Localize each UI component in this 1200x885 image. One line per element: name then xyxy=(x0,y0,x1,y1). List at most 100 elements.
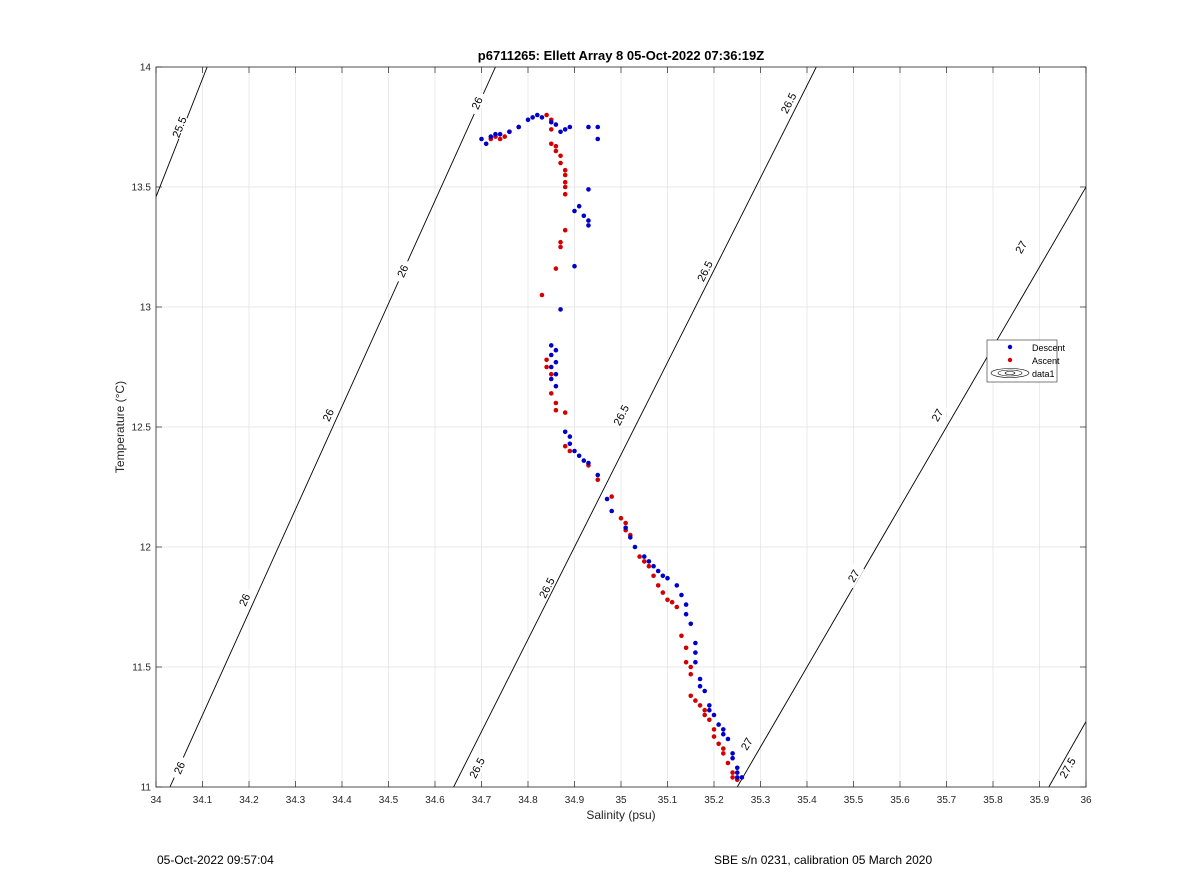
descent-point xyxy=(572,208,577,214)
x-tick-label: 34.9 xyxy=(565,795,585,806)
ascent-point xyxy=(497,136,503,142)
ascent-point xyxy=(665,597,670,603)
contour-label-bg xyxy=(610,402,632,428)
descent-point xyxy=(548,376,554,382)
x-tick-label: 35 xyxy=(615,795,627,806)
descent-point xyxy=(688,621,694,627)
chart-title: p6711265: Ellett Array 8 05-Oct-2022 07:… xyxy=(478,48,764,63)
ascent-point xyxy=(562,172,568,178)
descent-point xyxy=(730,755,735,761)
descent-point xyxy=(683,602,689,607)
descent-point xyxy=(665,575,670,581)
x-tick-label: 34.4 xyxy=(332,795,352,806)
contour-line-27 xyxy=(736,186,1086,787)
contour-label: 26 xyxy=(395,263,411,279)
contour-label-bg xyxy=(842,563,865,589)
descent-point xyxy=(553,122,559,127)
legend-contour-icon xyxy=(990,368,1030,378)
descent-point xyxy=(576,453,582,459)
descent-point xyxy=(548,119,554,125)
ascent-point xyxy=(562,184,568,190)
contour-label: 25.5 xyxy=(171,115,190,139)
contour-label-bg xyxy=(926,402,948,428)
descent-point xyxy=(609,508,614,514)
descent-point xyxy=(507,129,512,135)
ascent-point xyxy=(544,357,549,363)
ascent-point xyxy=(553,266,559,271)
ascent-point xyxy=(558,239,563,245)
x-tick-label: 35.4 xyxy=(797,795,817,806)
ascent-point xyxy=(730,770,735,775)
descent-point xyxy=(693,640,698,646)
ascent-point xyxy=(562,410,568,415)
legend-ascent-label: Ascent xyxy=(1032,356,1060,366)
y-axis-label: Temperature (°C) xyxy=(113,381,127,473)
ascent-point xyxy=(697,703,703,708)
descent-point xyxy=(535,112,540,118)
descent-point xyxy=(586,460,591,466)
descent-point xyxy=(572,263,577,269)
ascent-point xyxy=(721,746,726,751)
descent-point xyxy=(595,136,601,142)
descent-point xyxy=(721,727,726,732)
ascent-point xyxy=(539,292,545,298)
ascent-point xyxy=(548,127,554,132)
descent-point xyxy=(586,187,591,192)
ascent-point xyxy=(693,698,698,703)
ascent-point xyxy=(548,141,554,147)
x-tick-label: 34 xyxy=(150,795,162,806)
descent-point xyxy=(581,458,587,463)
contour-label: 27 xyxy=(930,407,947,424)
descent-point xyxy=(562,429,568,435)
x-tick-label: 35.1 xyxy=(658,795,678,806)
x-tick-label: 35.8 xyxy=(983,795,1003,806)
y-tick-label: 12 xyxy=(140,543,152,554)
descent-point xyxy=(734,775,740,780)
descent-point xyxy=(623,525,628,531)
ascent-point xyxy=(595,477,601,483)
ascent-point xyxy=(548,391,554,396)
x-tick-label: 35.9 xyxy=(1030,795,1050,806)
legend-descent-marker xyxy=(1007,344,1013,350)
ascent-point xyxy=(567,448,573,454)
ascent-point xyxy=(688,693,694,699)
descent-point xyxy=(558,129,563,135)
ascent-point xyxy=(558,244,563,250)
descent-point xyxy=(539,115,545,120)
ascent-point xyxy=(711,734,717,739)
descent-point xyxy=(707,703,712,708)
descent-point xyxy=(558,307,563,312)
ascent-point xyxy=(562,227,568,233)
y-tick-label: 13.5 xyxy=(132,183,152,194)
x-tick-label: 34.5 xyxy=(379,795,399,806)
contour-label-bg xyxy=(169,755,190,781)
axis-ticks: 34 34.1 34.2 34.3 34.4 34.5 34.6 34.7 34.8 34.9 35… xyxy=(132,63,1092,807)
descent-point xyxy=(683,611,689,617)
descent-point xyxy=(595,472,601,478)
ascent-point xyxy=(679,633,684,639)
ascent-point xyxy=(730,775,735,780)
descent-point xyxy=(660,573,666,579)
descent-point xyxy=(632,544,638,550)
descent-point xyxy=(655,568,661,574)
contour-label: 26 xyxy=(172,760,188,776)
descent-point xyxy=(562,127,568,132)
descent-point xyxy=(693,659,698,665)
ascent-point xyxy=(716,741,721,747)
ascent-point xyxy=(553,400,559,406)
descent-point xyxy=(679,592,684,598)
ascent-point xyxy=(655,583,661,588)
contour-label-bg xyxy=(466,755,488,781)
contour-label: 27 xyxy=(1013,239,1030,256)
legend: Descent Ascent data1 xyxy=(986,339,1066,383)
legend-ascent-marker xyxy=(1007,357,1013,363)
descent-point xyxy=(572,448,577,454)
ascent-point xyxy=(688,664,694,670)
contour-label-bg xyxy=(392,258,413,284)
ascent-point xyxy=(502,134,508,139)
x-tick-label: 34.1 xyxy=(193,795,213,806)
footer-timestamp: 05-Oct-2022 09:57:04 xyxy=(157,853,274,867)
y-tick-label: 11.5 xyxy=(132,663,151,674)
ascent-point xyxy=(609,494,614,499)
contour-label: 27 xyxy=(739,736,756,753)
